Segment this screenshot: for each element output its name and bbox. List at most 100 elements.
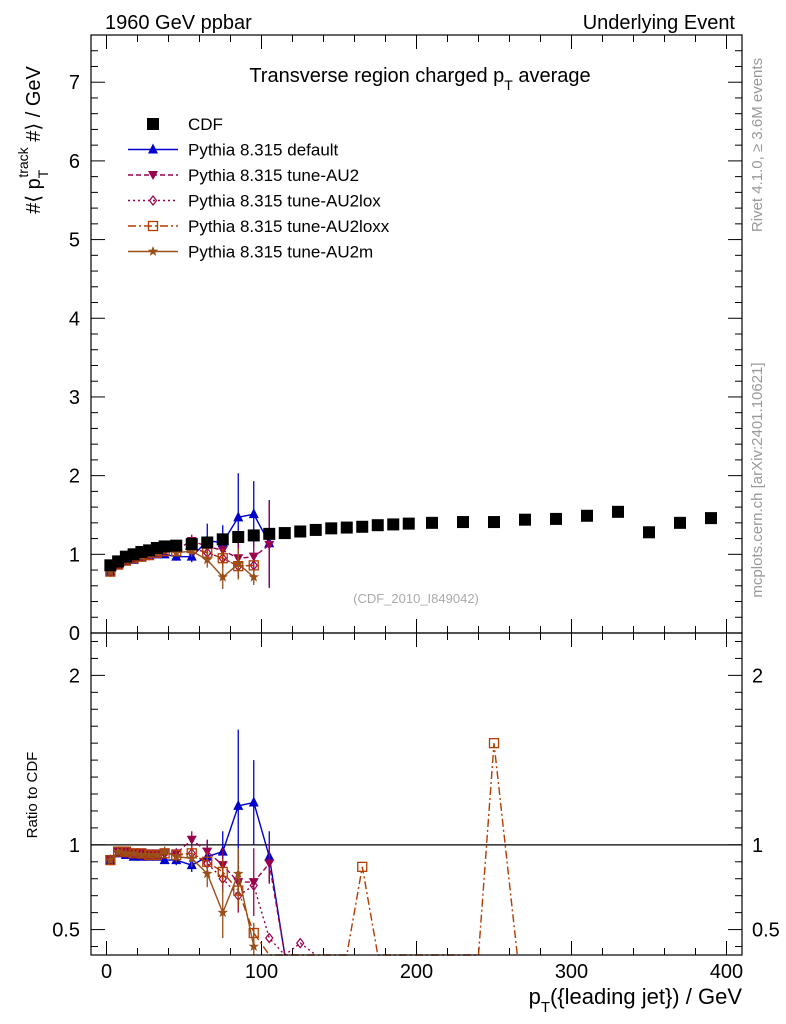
ratio-y-tick-label: 1 xyxy=(69,835,80,857)
main-data-point xyxy=(201,536,214,549)
ratio-y-tick-label: 1 xyxy=(752,835,763,857)
main-data-point xyxy=(216,533,229,546)
ratio-y-tick-labels: 0.5 0.5 1 1 2 2 xyxy=(52,665,780,941)
legend-marker xyxy=(147,220,159,232)
main-data-point xyxy=(581,509,593,522)
main-panel: Transverse region charged pT average 0 1 2… xyxy=(15,34,743,645)
main-data-point xyxy=(457,516,469,529)
ratio-data-point xyxy=(128,847,139,858)
main-y-tick-label: 2 xyxy=(69,466,80,488)
legend: CDF Pythia 8.315 default Pythia 8.315 tune… xyxy=(128,115,390,262)
ratio-y-axis-label: Ratio to CDF xyxy=(24,752,41,839)
ratio-series-line xyxy=(109,743,518,956)
ratio-data-point xyxy=(186,835,197,845)
ratio-frame xyxy=(90,632,743,956)
ratio-data-point xyxy=(202,868,213,879)
main-data-point xyxy=(402,517,415,530)
ratio-data-point xyxy=(159,846,170,857)
ratio-data-point xyxy=(105,854,116,865)
ratio-data-point xyxy=(295,937,305,949)
ratio-x-tick-label: 200 xyxy=(400,961,433,983)
ratio-data-point xyxy=(488,738,500,749)
main-data-point xyxy=(488,516,500,529)
main-series-group xyxy=(104,473,717,589)
legend-marker xyxy=(147,118,159,130)
mcplots-label: mcplots.cern.ch [arXiv:2401.10621] xyxy=(749,362,766,597)
legend-marker xyxy=(148,195,158,206)
ratio-series-pythia-8-315-default xyxy=(105,729,286,956)
rivet-label: Rivet 4.1.0, ≥ 3.6M events xyxy=(749,58,766,232)
main-data-point xyxy=(294,525,307,538)
legend-item: Pythia 8.315 tune-AU2 xyxy=(128,166,359,185)
main-y-tick-label: 5 xyxy=(69,230,80,252)
header-left: 1960 GeV ppbar xyxy=(105,12,252,34)
ratio-data-point xyxy=(120,847,132,858)
ratio-data-point xyxy=(186,852,197,863)
main-data-point xyxy=(263,527,276,540)
ratio-data-point xyxy=(217,907,228,918)
legend-label: CDF xyxy=(188,115,223,134)
main-y-tick-labels: 0 1 2 3 4 5 6 7 xyxy=(69,72,80,645)
main-data-point xyxy=(371,519,384,532)
main-data-point xyxy=(247,529,260,542)
ratio-series-line xyxy=(109,850,255,947)
watermark-label: (CDF_2010_I849042) xyxy=(353,591,479,606)
ratio-x-tick-label: 100 xyxy=(245,961,278,983)
main-y-tick-label: 7 xyxy=(69,72,80,94)
main-data-point xyxy=(278,527,291,540)
main-data-point xyxy=(309,523,322,536)
main-y-tick-label: 3 xyxy=(69,387,80,409)
ratio-data-point xyxy=(264,859,275,869)
header-right: Underlying Event xyxy=(583,12,736,34)
legend-marker xyxy=(148,143,158,154)
ratio-x-tick-label: 0 xyxy=(101,961,112,983)
ratio-data-point xyxy=(136,849,147,860)
main-data-point xyxy=(158,540,171,553)
main-y-axis-label: #⟨ pTtrack #⟩ / GeV xyxy=(15,65,51,213)
ratio-x-axis-label: pT({leading jet}) / GeV xyxy=(529,984,743,1016)
main-data-point xyxy=(264,540,275,550)
ratio-series-line xyxy=(109,850,317,956)
legend-item: Pythia 8.315 default xyxy=(128,141,339,160)
ratio-data-point xyxy=(143,849,155,860)
main-data-point xyxy=(356,520,369,533)
ratio-data-point xyxy=(357,861,368,873)
main-axis-ticks xyxy=(91,35,742,634)
ratio-series-pythia-8-315-tune-au2m xyxy=(105,846,259,955)
legend-marker xyxy=(148,171,158,180)
main-data-point xyxy=(248,508,259,519)
main-data-point xyxy=(519,513,531,526)
legend-label: Pythia 8.315 tune-AU2loxx xyxy=(188,217,390,236)
legend-label: Pythia 8.315 tune-AU2m xyxy=(188,243,373,262)
main-data-point xyxy=(248,552,259,562)
main-y-tick-label: 6 xyxy=(69,151,80,173)
main-data-point xyxy=(387,518,400,531)
main-series-cdf xyxy=(104,505,717,572)
legend-item: Pythia 8.315 tune-AU2loxx xyxy=(128,217,390,236)
ratio-data-point xyxy=(233,799,244,810)
main-data-point xyxy=(340,521,353,534)
ratio-series-line xyxy=(109,838,286,956)
main-data-point xyxy=(217,571,228,582)
main-y-tick-label: 4 xyxy=(69,308,80,330)
legend-label: Pythia 8.315 tune-AU2 xyxy=(188,166,359,185)
ratio-y-tick-label: 2 xyxy=(69,665,80,687)
legend-item: Pythia 8.315 tune-AU2lox xyxy=(128,192,381,211)
main-data-point xyxy=(217,553,228,564)
main-data-point xyxy=(705,512,717,525)
ratio-y-tick-label: 0.5 xyxy=(752,920,780,942)
main-data-point xyxy=(325,522,338,535)
main-data-point xyxy=(185,538,198,551)
main-data-point xyxy=(232,531,245,544)
main-y-tick-label: 1 xyxy=(69,544,80,566)
ratio-data-point xyxy=(264,932,274,944)
ratio-x-tick-label: 300 xyxy=(555,961,588,983)
legend-item: Pythia 8.315 tune-AU2m xyxy=(128,243,373,262)
main-title: Transverse region charged pT average xyxy=(249,65,590,93)
ratio-data-point xyxy=(171,851,182,862)
ratio-y-tick-label: 2 xyxy=(752,665,763,687)
ratio-panel: 0.5 0.5 1 1 2 2 0 100 200 300 400 Ratio to CDF pT… xyxy=(24,632,780,1016)
ratio-data-point xyxy=(248,878,259,888)
legend-label: Pythia 8.315 tune-AU2lox xyxy=(188,192,381,211)
